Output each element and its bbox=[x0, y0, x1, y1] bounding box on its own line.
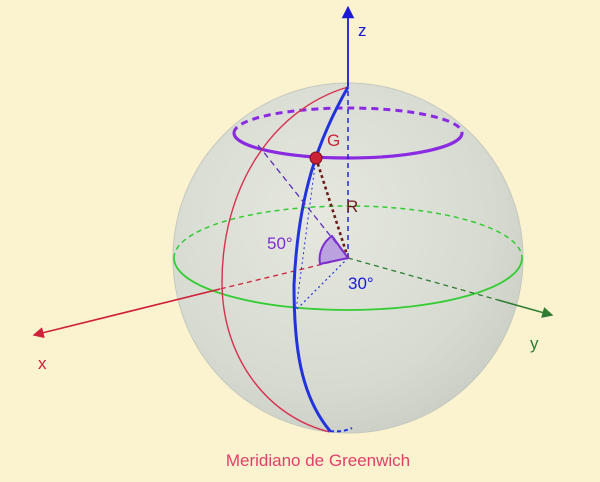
longitude-line bbox=[295, 257, 349, 311]
y-axis-inner bbox=[347, 257, 499, 301]
x-axis-label: x bbox=[38, 354, 47, 373]
g-to-equator-line bbox=[295, 157, 317, 311]
caption: Meridiano de Greenwich bbox=[226, 451, 410, 470]
meridian-through-g bbox=[292, 86, 350, 432]
latitude-angle-marker bbox=[318, 234, 350, 266]
y-axis bbox=[497, 299, 554, 318]
radius-label: R bbox=[346, 197, 358, 216]
x-axis bbox=[32, 288, 221, 339]
point-g[interactable] bbox=[309, 151, 323, 165]
latitude-angle-label: 50° bbox=[267, 234, 293, 253]
longitude-angle-label: 30° bbox=[348, 274, 374, 293]
greenwich-meridian bbox=[221, 86, 349, 433]
y-axis-label: y bbox=[530, 334, 539, 353]
equator-back bbox=[173, 205, 523, 259]
z-axis-label: z bbox=[358, 21, 367, 40]
point-g-label: G bbox=[327, 131, 340, 150]
meridian-through-g-back bbox=[329, 427, 353, 433]
equator-front bbox=[173, 257, 523, 311]
latitude-circle-back bbox=[232, 106, 464, 134]
